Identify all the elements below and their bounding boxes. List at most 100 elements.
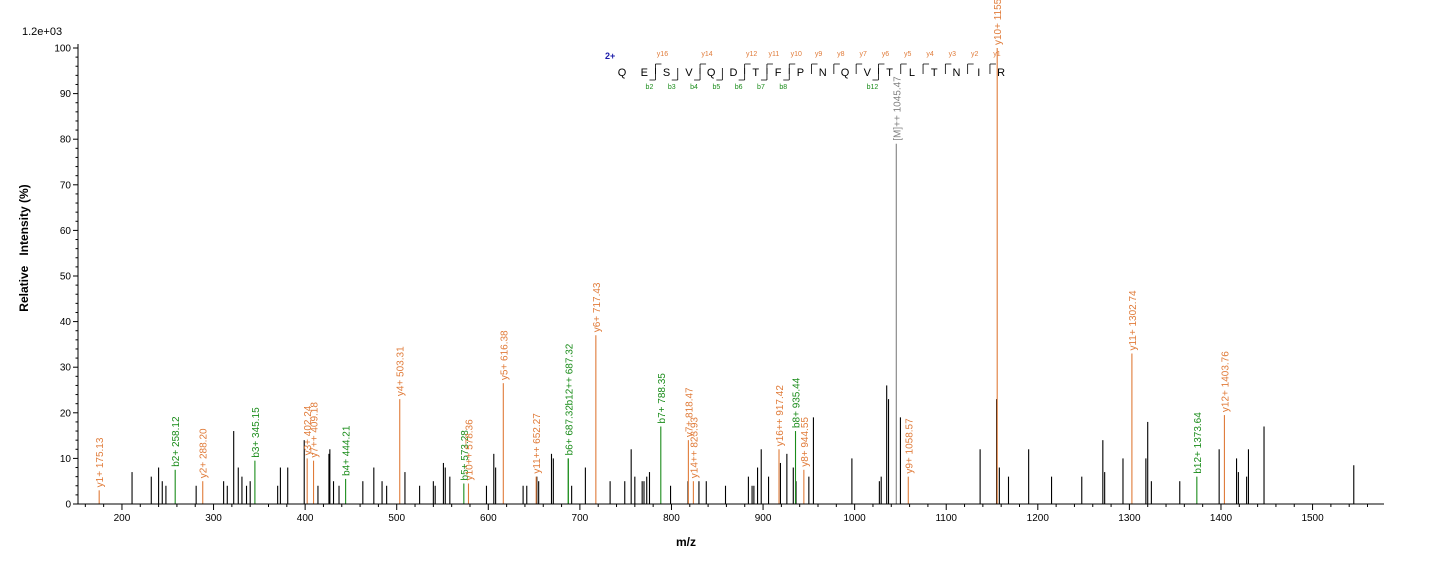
y-fragment-marker <box>811 63 818 74</box>
peak-label-y-ion: y12+ 1403.76 <box>1220 351 1231 412</box>
y-fragment-marker <box>744 63 751 74</box>
y-axis-title: Relative Intensity (%) <box>17 184 31 311</box>
sequence-residue: P <box>797 67 804 79</box>
peak-label-y-ion: y11+ 1302.74 <box>1128 290 1139 351</box>
peak-label-y-ion: y3+ 402.24 <box>303 405 314 455</box>
b-fragment-marker <box>694 68 701 81</box>
b-fragment-label: b5 <box>712 84 720 91</box>
y-fragment-label: y12 <box>746 51 757 58</box>
peak-label-y-ion: y11++ 652.27 <box>532 413 543 474</box>
peak-label-b-ion: b12+ 1373.64 <box>1193 412 1204 474</box>
peak-label-y-ion: y2+ 288.20 <box>199 428 210 478</box>
x-axis-title: m/z <box>676 535 696 549</box>
peak-label-y-ion: y8+ 944.55 <box>800 417 811 467</box>
x-tick-label: 200 <box>114 513 131 524</box>
sequence-residue: T <box>931 67 938 79</box>
b-fragment-label: b4 <box>690 84 698 91</box>
peak-label-y-ion: y14++ 823.93 <box>689 417 700 479</box>
sequence-residue: Q <box>841 67 850 79</box>
y-fragment-label: y9 <box>815 51 823 58</box>
axes <box>77 44 1384 505</box>
y-fragment-marker <box>833 63 840 74</box>
y-tick-label: 10 <box>60 454 72 465</box>
sequence-residue: R <box>997 67 1005 79</box>
y-tick-label: 80 <box>60 135 72 146</box>
y-fragment-label: y11 <box>769 51 780 58</box>
peak-label-y-ion: y1+ 175.13 <box>95 437 106 487</box>
y-fragment-label: y7 <box>859 51 867 58</box>
b-fragment-marker <box>649 68 656 81</box>
x-tick-label: 800 <box>663 513 680 524</box>
y-tick-label: 40 <box>60 317 72 328</box>
x-tick-label: 1000 <box>844 513 867 524</box>
peak-label-b-ion: b12++ 687.32 <box>564 343 575 405</box>
peak-label-b-ion: b2+ 258.12 <box>171 416 182 467</box>
x-tick-label: 1200 <box>1027 513 1050 524</box>
y-fragment-marker <box>944 63 952 74</box>
y-tick-label: 90 <box>60 89 72 100</box>
x-tick-label: 900 <box>755 513 772 524</box>
b-fragment-marker <box>760 68 768 81</box>
x-tick-label: 600 <box>480 513 497 524</box>
y-fragment-label: y1 <box>993 51 1001 58</box>
x-tick-label: 400 <box>297 513 314 524</box>
y-fragment-label: y16 <box>657 51 668 58</box>
y-fragment-marker <box>788 63 796 74</box>
peak-label-b-ion: b6+ 687.32 <box>564 405 575 456</box>
y-fragment-marker <box>922 63 930 74</box>
y-fragment-marker <box>766 63 773 74</box>
x-tick-label: 700 <box>572 513 589 524</box>
x-tick-label: 300 <box>205 513 222 524</box>
sequence-residue: I <box>977 67 980 79</box>
y-fragment-label: y6 <box>882 51 890 58</box>
peak-label-b-ion: b3+ 345.15 <box>251 407 262 458</box>
b-fragment-label: b2 <box>646 84 654 91</box>
peak-label-y-ion: y16++ 917.42 <box>775 385 786 447</box>
sequence-residue: T <box>886 67 893 79</box>
precursor-charge: 2+ <box>605 51 615 61</box>
peak-label-y-ion: y9+ 1058.57 <box>904 418 915 474</box>
b-fragment-label: b6 <box>735 84 743 91</box>
y-fragment-label: y10 <box>791 51 802 58</box>
y-tick-label: 0 <box>65 500 71 511</box>
y-tick-label: 60 <box>60 226 72 237</box>
y-fragment-marker <box>878 63 885 74</box>
peak-label-y-ion: y7+ 818.47 <box>684 387 695 437</box>
sequence-residue: Q <box>707 67 716 79</box>
y-fragment-label: y8 <box>837 51 845 58</box>
peak-label-M-ion: [M]++ 1045.47 <box>892 76 903 141</box>
y-tick-label: 20 <box>60 408 72 419</box>
sequence-residue: V <box>864 67 872 79</box>
peak-label-y-ion: y7++ 409.18 <box>310 402 321 458</box>
peak-label-y-ion: y5+ 616.38 <box>499 330 510 380</box>
peak-label-y-ion: y10+ 1155.66 <box>993 0 1004 45</box>
y-fragment-label: y5 <box>904 51 912 58</box>
x-tick-label: 500 <box>388 513 405 524</box>
sequence-residue: Q <box>618 67 627 79</box>
sequence-residue: T <box>752 67 759 79</box>
sequence-residue: D <box>730 67 738 79</box>
y-fragment-marker <box>855 63 863 74</box>
y-fragment-label: y2 <box>971 51 979 58</box>
sequence-residue: V <box>685 67 693 79</box>
peak-label-b-ion: b5+ 573.28 <box>460 430 471 481</box>
y-tick-label: 50 <box>60 272 72 283</box>
peaks <box>98 48 1355 504</box>
y-fragment-label: y14 <box>701 51 712 58</box>
b-fragment-marker <box>872 68 879 81</box>
peak-labels: y1+ 175.13 b2+ 258.12 y2+ 288.20 b3+ 345.15… <box>95 0 1231 487</box>
x-tick-label: 1300 <box>1118 513 1141 524</box>
y-fragment-label: y3 <box>949 51 957 58</box>
b-fragment-label: b7 <box>757 84 765 91</box>
x-tick-label: 1100 <box>935 513 957 524</box>
x-tick-label: 1500 <box>1301 513 1324 524</box>
sequence-residue: L <box>909 67 915 79</box>
y-fragment-marker <box>989 63 996 74</box>
sequence-residue: E <box>641 67 648 79</box>
peak-label-y-ion: y4+ 503.31 <box>396 346 407 396</box>
sequence-residue: S <box>663 67 670 79</box>
y-fragment-marker <box>900 63 907 74</box>
sequence-residue: N <box>953 67 961 79</box>
sequence-residue: N <box>819 67 827 79</box>
